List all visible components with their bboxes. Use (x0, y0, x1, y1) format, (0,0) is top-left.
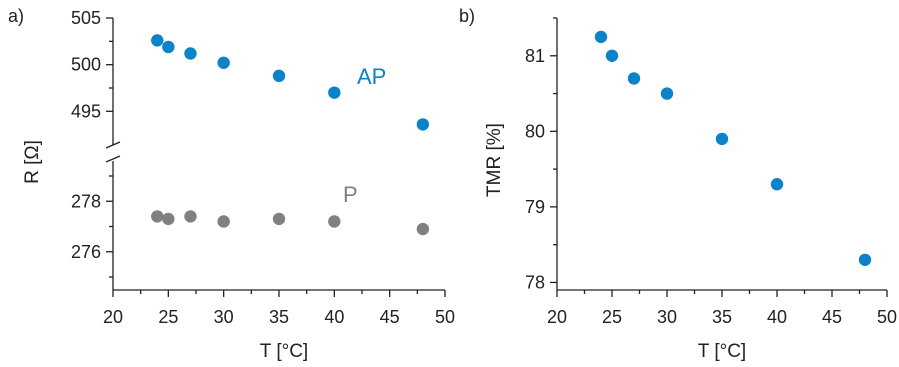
panel-a-x-ticks: 20 25 30 35 40 45 50 (103, 290, 455, 327)
ap-data-point (328, 86, 341, 99)
ap-data-point (184, 47, 197, 60)
ap-data-point (416, 118, 430, 131)
y-tick-label: 78 (525, 272, 545, 292)
x-tick-label: 25 (158, 307, 178, 327)
x-tick-label: 50 (877, 307, 897, 327)
x-tick-label: 35 (712, 307, 732, 327)
x-tick-label: 20 (547, 307, 567, 327)
x-tick-label: 40 (767, 307, 787, 327)
y-tick-label: 79 (525, 197, 545, 217)
y-tick-label: 500 (71, 55, 101, 75)
panel-b-points (594, 30, 872, 266)
panel-b-label: b) (459, 6, 475, 26)
x-tick-label: 20 (103, 307, 123, 327)
panel-b-y-ticks: 78 79 80 81 (525, 17, 557, 292)
ap-data-point (272, 69, 286, 83)
series-label-p: P (343, 182, 358, 207)
p-data-point (162, 212, 175, 226)
tmr-data-point (594, 30, 608, 44)
y-tick-label: 81 (525, 46, 545, 66)
y-tick-label: 276 (71, 242, 101, 262)
tmr-data-point (770, 178, 784, 191)
panel-a-axes (105, 18, 445, 291)
x-tick-label: 45 (380, 307, 400, 327)
p-data-point (217, 215, 230, 228)
panel-a-y-axis-label: R [Ω] (22, 140, 43, 184)
p-data-point (151, 210, 164, 223)
panel-a-x-axis-label: T [°C] (260, 341, 308, 362)
panel-b-x-axis-label: T [°C] (698, 341, 746, 362)
axis-break-mark (105, 141, 121, 149)
ap-data-point (162, 40, 175, 54)
y-tick-label: 505 (71, 8, 101, 28)
series-label-ap: AP (357, 64, 386, 89)
tmr-data-point (660, 87, 674, 100)
panel-b-axes (556, 18, 887, 291)
x-tick-label: 45 (822, 307, 842, 327)
panel-a-label: a) (8, 6, 24, 26)
x-tick-label: 30 (214, 307, 234, 327)
panel-b: b) 20 25 30 35 40 45 50 78 79 80 81 T [°C] TMR [%… (459, 6, 897, 362)
y-tick-label: 278 (71, 191, 101, 211)
p-data-point (184, 210, 197, 223)
p-data-point (416, 222, 430, 236)
panel-a-y-ticks: 495 500 505 276 278 (71, 8, 113, 278)
tmr-data-point (715, 132, 729, 146)
x-tick-label: 25 (602, 307, 622, 327)
x-tick-label: 50 (435, 307, 455, 327)
panel-b-y-axis-label: TMR [%] (484, 123, 505, 197)
x-tick-label: 40 (324, 307, 344, 327)
panel-b-x-ticks: 20 25 30 35 40 45 50 (547, 290, 897, 327)
x-tick-label: 35 (269, 307, 289, 327)
p-data-point (272, 212, 286, 226)
y-tick-label: 495 (71, 101, 101, 121)
tmr-data-point (605, 49, 619, 62)
panel-a-points (151, 34, 430, 236)
p-data-point (328, 215, 341, 228)
axis-break-mark (105, 155, 121, 163)
tmr-data-point (858, 253, 872, 266)
panel-a: a) 20 25 30 35 40 45 50 495 500 505 276 278 T [°C]… (8, 6, 455, 362)
y-tick-label: 80 (525, 121, 545, 141)
x-tick-label: 30 (657, 307, 677, 327)
tmr-data-point (627, 72, 641, 85)
ap-data-point (151, 34, 164, 47)
ap-data-point (217, 56, 230, 69)
